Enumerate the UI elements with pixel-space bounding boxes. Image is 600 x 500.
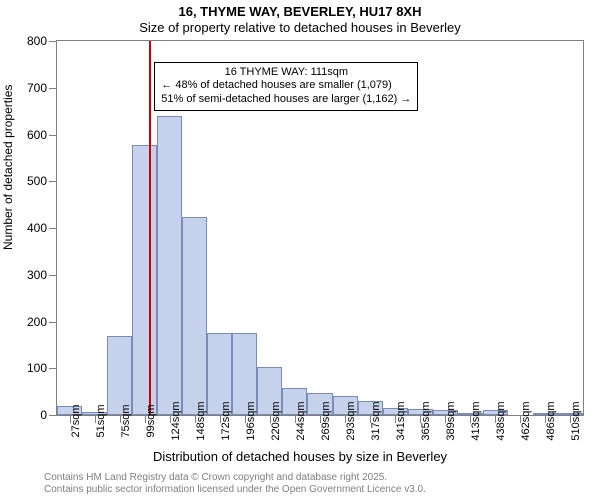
- x-tick-label: 365sqm: [420, 401, 432, 440]
- y-tick: [49, 415, 56, 416]
- y-tick: [49, 88, 56, 89]
- x-tick-label: 148sqm: [195, 401, 207, 440]
- x-tick-label: 99sqm: [145, 404, 157, 437]
- chart-container: 16, THYME WAY, BEVERLEY, HU17 8XH Size o…: [0, 0, 600, 500]
- y-tick-label: 400: [27, 221, 47, 235]
- plot-area: 16 THYME WAY: 111sqm ← 48% of detached h…: [56, 40, 584, 416]
- x-tick-label: 486sqm: [545, 401, 557, 440]
- y-tick-label: 0: [40, 408, 47, 422]
- attribution-line1: Contains HM Land Registry data © Crown c…: [44, 472, 426, 484]
- histogram-bar: [157, 116, 182, 415]
- y-tick: [49, 368, 56, 369]
- annotation-line2: ← 48% of detached houses are smaller (1,…: [161, 79, 411, 93]
- x-tick-label: 196sqm: [245, 401, 257, 440]
- x-tick-label: 510sqm: [570, 401, 582, 440]
- x-tick-label: 438sqm: [495, 401, 507, 440]
- y-tick: [49, 322, 56, 323]
- marker-line: [149, 41, 151, 415]
- annotation-line1: 16 THYME WAY: 111sqm: [161, 66, 411, 80]
- chart-title-main: 16, THYME WAY, BEVERLEY, HU17 8XH: [0, 4, 600, 19]
- y-tick: [49, 228, 56, 229]
- y-tick-label: 200: [27, 315, 47, 329]
- x-tick-label: 293sqm: [345, 401, 357, 440]
- chart-title-sub: Size of property relative to detached ho…: [0, 20, 600, 35]
- y-tick: [49, 41, 56, 42]
- y-tick: [49, 275, 56, 276]
- x-tick-label: 462sqm: [520, 401, 532, 440]
- x-tick-label: 124sqm: [170, 401, 182, 440]
- x-tick-label: 317sqm: [370, 401, 382, 440]
- x-tick-label: 220sqm: [270, 401, 282, 440]
- x-tick-label: 389sqm: [445, 401, 457, 440]
- y-axis-label: Number of detached properties: [1, 85, 15, 250]
- x-tick-label: 51sqm: [95, 404, 107, 437]
- y-tick-label: 100: [27, 361, 47, 375]
- y-tick-label: 600: [27, 128, 47, 142]
- histogram-bar: [132, 145, 157, 415]
- x-axis-label: Distribution of detached houses by size …: [0, 449, 600, 464]
- x-tick-label: 27sqm: [70, 404, 82, 437]
- annotation-line3: 51% of semi-detached houses are larger (…: [161, 93, 411, 107]
- x-tick-label: 244sqm: [295, 401, 307, 440]
- y-tick-label: 500: [27, 174, 47, 188]
- y-tick-label: 700: [27, 81, 47, 95]
- y-tick: [49, 135, 56, 136]
- annotation-box: 16 THYME WAY: 111sqm ← 48% of detached h…: [154, 62, 418, 111]
- histogram-bar: [182, 217, 207, 415]
- y-tick-label: 800: [27, 34, 47, 48]
- attribution-line2: Contains public sector information licen…: [44, 484, 426, 496]
- y-tick: [49, 181, 56, 182]
- histogram-bar: [107, 336, 132, 415]
- x-tick-label: 341sqm: [395, 401, 407, 440]
- x-tick-label: 75sqm: [120, 404, 132, 437]
- x-tick-label: 269sqm: [320, 401, 332, 440]
- x-tick-label: 413sqm: [470, 401, 482, 440]
- x-tick-label: 172sqm: [220, 401, 232, 440]
- attribution: Contains HM Land Registry data © Crown c…: [44, 472, 426, 496]
- y-tick-label: 300: [27, 268, 47, 282]
